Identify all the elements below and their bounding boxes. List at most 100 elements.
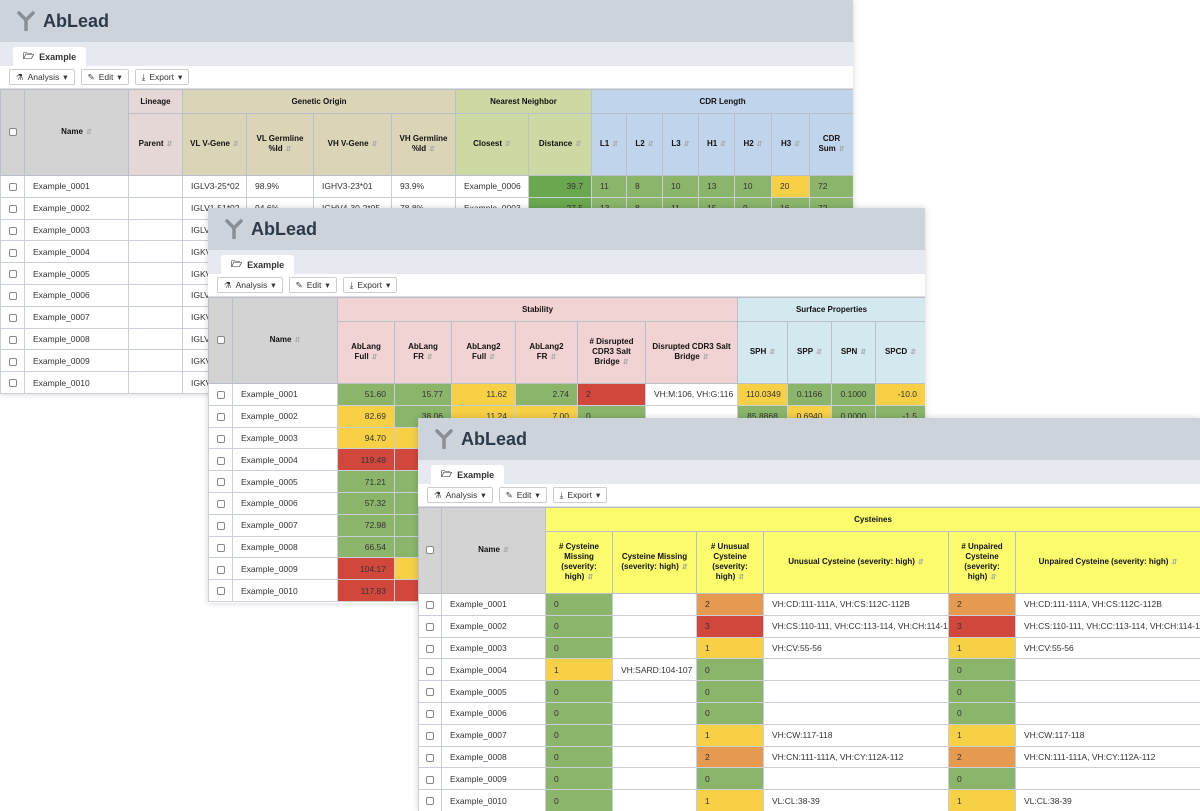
column-header-ablang2-fr[interactable]: AbLang2 FR ⇵	[515, 321, 578, 384]
sort-icon[interactable]: ⇵	[426, 354, 433, 361]
column-header-vh-germline-id[interactable]: VH Germline %Id ⇵	[391, 113, 456, 176]
row-checkbox[interactable]	[418, 636, 442, 660]
sort-icon[interactable]: ⇵	[285, 146, 292, 153]
column-header-ablang-full[interactable]: AbLang Full ⇵	[337, 321, 395, 384]
row-checkbox[interactable]	[208, 557, 233, 581]
sort-icon[interactable]: ⇵	[720, 141, 727, 148]
sort-icon[interactable]: ⇵	[294, 337, 301, 344]
column-header-name[interactable]: Name ⇵	[24, 89, 129, 176]
row-checkbox[interactable]	[418, 614, 442, 638]
sort-icon[interactable]: ⇵	[429, 146, 436, 153]
row-checkbox[interactable]	[208, 426, 233, 450]
row-checkbox[interactable]	[0, 196, 25, 220]
row-checkbox[interactable]	[0, 218, 25, 242]
edit-menu-button[interactable]: ✎ Edit ▾	[498, 487, 547, 503]
sort-icon[interactable]: ⇵	[575, 141, 582, 148]
column-header-sph[interactable]: SPH ⇵	[737, 321, 788, 384]
sort-icon[interactable]: ⇵	[860, 349, 867, 356]
column-header-h1[interactable]: H1 ⇵	[698, 113, 735, 176]
column-header-ablang2-full[interactable]: AbLang2 Full ⇵	[451, 321, 516, 384]
column-header-vl-germline-id[interactable]: VL Germline %Id ⇵	[246, 113, 314, 176]
sort-icon[interactable]: ⇵	[910, 349, 917, 356]
row-checkbox[interactable]	[208, 513, 233, 537]
edit-menu-button[interactable]: ✎ Edit ▾	[288, 277, 337, 293]
column-header-vh-v-gene[interactable]: VH V-Gene ⇵	[313, 113, 392, 176]
table-row[interactable]: Example_0004 1 VH:SARD:104-107 0 0	[418, 658, 1200, 682]
row-checkbox[interactable]	[418, 789, 442, 811]
column-header-spp[interactable]: SPP ⇵	[787, 321, 832, 384]
column-header-unpaired-cysteine-severity-high[interactable]: Unpaired Cysteine (severity: high) ⇵	[1014, 531, 1200, 594]
column-header-unusual-cysteine-severity-high[interactable]: # Unusual Cysteine (severity: high) ⇵	[696, 531, 764, 594]
export-menu-button[interactable]: ⤓ Export ▾	[552, 487, 608, 503]
sort-icon[interactable]: ⇵	[85, 129, 92, 136]
tab-example[interactable]: 🗁 Example	[13, 47, 87, 66]
sort-icon[interactable]: ⇵	[371, 141, 378, 148]
sort-icon[interactable]: ⇵	[683, 141, 690, 148]
row-checkbox[interactable]	[418, 680, 442, 703]
sort-icon[interactable]: ⇵	[769, 349, 776, 356]
sort-icon[interactable]: ⇵	[502, 547, 509, 554]
column-header-disrupted-cdr3-salt-bridge[interactable]: # Disrupted CDR3 Salt Bridge ⇵	[577, 321, 646, 384]
tab-example[interactable]: 🗁 Example	[431, 465, 505, 484]
table-row[interactable]: Example_0001 51.60 15.77 11.62 2.74 2 VH:M:106…	[208, 383, 925, 406]
column-header-l2[interactable]: L2 ⇵	[626, 113, 663, 176]
sort-icon[interactable]: ⇵	[738, 574, 745, 581]
column-header-cysteine-missing-severity-high[interactable]: # Cysteine Missing (severity: high) ⇵	[545, 531, 613, 594]
sort-icon[interactable]: ⇵	[1171, 559, 1178, 566]
sort-icon[interactable]: ⇵	[622, 359, 629, 366]
column-header-l3[interactable]: L3 ⇵	[662, 113, 699, 176]
sort-icon[interactable]: ⇵	[612, 141, 619, 148]
column-header-h2[interactable]: H2 ⇵	[734, 113, 772, 176]
row-checkbox[interactable]	[418, 745, 442, 769]
table-row[interactable]: Example_0008 0 2 VH:CN:111-111A, VH:CY:112A…	[418, 745, 1200, 769]
table-row[interactable]: Example_0005 0 0 0	[418, 680, 1200, 703]
column-header-name[interactable]: Name ⇵	[441, 507, 546, 594]
row-checkbox[interactable]	[418, 767, 442, 791]
column-header-l1[interactable]: L1 ⇵	[591, 113, 627, 176]
row-checkbox[interactable]	[208, 491, 233, 515]
analysis-menu-button[interactable]: ⚗ Analysis ▾	[217, 277, 283, 293]
table-row[interactable]: Example_0001 IGLV3-25*02 98.9% IGHV3-23*01 9…	[0, 175, 853, 198]
column-header-vl-v-gene[interactable]: VL V-Gene ⇵	[182, 113, 247, 176]
sort-icon[interactable]: ⇵	[756, 141, 763, 148]
export-menu-button[interactable]: ⤓ Export ▾	[342, 277, 398, 293]
sort-icon[interactable]: ⇵	[505, 141, 511, 148]
sort-icon[interactable]: ⇵	[550, 354, 557, 361]
sort-icon[interactable]: ⇵	[166, 141, 173, 148]
row-checkbox[interactable]	[208, 383, 233, 406]
table-row[interactable]: Example_0010 0 1 VL:CL:38-39 1 VL:CL:38-39	[418, 789, 1200, 811]
column-header-cdr-sum[interactable]: CDR Sum ⇵	[808, 113, 853, 176]
column-header-ablang-fr[interactable]: AbLang FR ⇵	[394, 321, 452, 384]
export-menu-button[interactable]: ⤓ Export ▾	[134, 69, 190, 85]
sort-icon[interactable]: ⇵	[233, 141, 239, 148]
sort-icon[interactable]: ⇵	[794, 141, 801, 148]
row-checkbox[interactable]	[0, 283, 25, 307]
row-checkbox[interactable]	[0, 349, 25, 373]
table-row[interactable]: Example_0002 0 3 VH:CS:110-111, VH:CC:113-1…	[418, 614, 1200, 638]
column-header-unpaired-cysteine-severity-high[interactable]: # Unpaired Cysteine (severity: high) ⇵	[948, 531, 1016, 594]
row-checkbox[interactable]	[208, 448, 233, 472]
column-header-disrupted-cdr3-salt-bridge[interactable]: Disrupted CDR3 Salt Bridge ⇵	[645, 321, 738, 384]
table-row[interactable]: Example_0003 0 1 VH:CV:55-56 1 VH:CV:55-56	[418, 636, 1200, 660]
analysis-menu-button[interactable]: ⚗ Analysis ▾	[9, 69, 75, 85]
column-header-cysteine-missing-severity-high[interactable]: Cysteine Missing (severity: high) ⇵	[612, 531, 697, 594]
sort-icon[interactable]: ⇵	[917, 559, 924, 566]
column-header-distance[interactable]: Distance ⇵	[528, 113, 592, 176]
column-header-name[interactable]: Name ⇵	[232, 297, 338, 384]
edit-menu-button[interactable]: ✎ Edit ▾	[80, 69, 129, 85]
row-checkbox[interactable]	[208, 579, 233, 602]
tab-example[interactable]: 🗁 Example	[221, 255, 295, 274]
row-checkbox[interactable]	[208, 535, 233, 559]
column-header-h3[interactable]: H3 ⇵	[771, 113, 810, 176]
sort-icon[interactable]: ⇵	[647, 141, 654, 148]
row-checkbox[interactable]	[0, 262, 25, 285]
column-header-spcd[interactable]: SPCD ⇵	[874, 321, 925, 384]
row-checkbox[interactable]	[418, 723, 442, 747]
sort-icon[interactable]: ⇵	[838, 146, 845, 153]
table-row[interactable]: Example_0009 0 0 0	[418, 767, 1200, 791]
select-all-checkbox[interactable]	[208, 297, 233, 384]
row-checkbox[interactable]	[418, 658, 442, 682]
sort-icon[interactable]: ⇵	[587, 574, 594, 581]
select-all-checkbox[interactable]	[418, 507, 442, 594]
row-checkbox[interactable]	[0, 327, 25, 351]
